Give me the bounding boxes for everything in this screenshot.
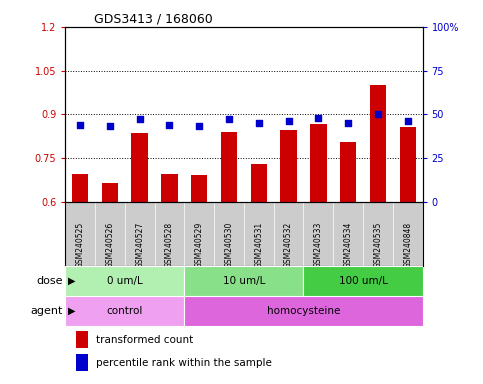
Bar: [340, 142, 356, 202]
Bar: [399, 127, 416, 202]
Text: ▶: ▶: [68, 276, 75, 286]
Bar: [76, 354, 88, 371]
Text: ▶: ▶: [68, 306, 75, 316]
Point: [106, 123, 114, 129]
Bar: [185, 266, 303, 296]
Text: homocysteine: homocysteine: [267, 306, 340, 316]
Point: [344, 120, 352, 126]
Point: [225, 116, 233, 122]
Bar: [310, 124, 327, 202]
Text: percentile rank within the sample: percentile rank within the sample: [96, 358, 271, 367]
Bar: [281, 130, 297, 202]
Text: dose: dose: [36, 276, 63, 286]
Bar: [161, 174, 178, 202]
Point: [76, 122, 84, 128]
Point: [255, 120, 263, 126]
Text: GDS3413 / 168060: GDS3413 / 168060: [94, 13, 213, 26]
Point: [374, 111, 382, 118]
Point: [404, 118, 412, 124]
Point: [195, 123, 203, 129]
Bar: [72, 174, 88, 202]
Text: control: control: [107, 306, 143, 316]
Point: [285, 118, 293, 124]
Bar: [65, 266, 185, 296]
Bar: [131, 133, 148, 202]
Bar: [185, 296, 423, 326]
Point: [166, 122, 173, 128]
Text: 100 um/L: 100 um/L: [339, 276, 387, 286]
Text: 0 um/L: 0 um/L: [107, 276, 142, 286]
Point: [136, 116, 143, 122]
Text: transformed count: transformed count: [96, 335, 193, 345]
Point: [314, 115, 322, 121]
Bar: [251, 164, 267, 202]
Text: 10 um/L: 10 um/L: [223, 276, 265, 286]
Bar: [102, 183, 118, 202]
Bar: [191, 175, 207, 202]
Bar: [303, 266, 423, 296]
Bar: [221, 132, 237, 202]
Bar: [76, 331, 88, 348]
Bar: [370, 85, 386, 202]
Text: agent: agent: [30, 306, 63, 316]
Bar: [65, 296, 185, 326]
